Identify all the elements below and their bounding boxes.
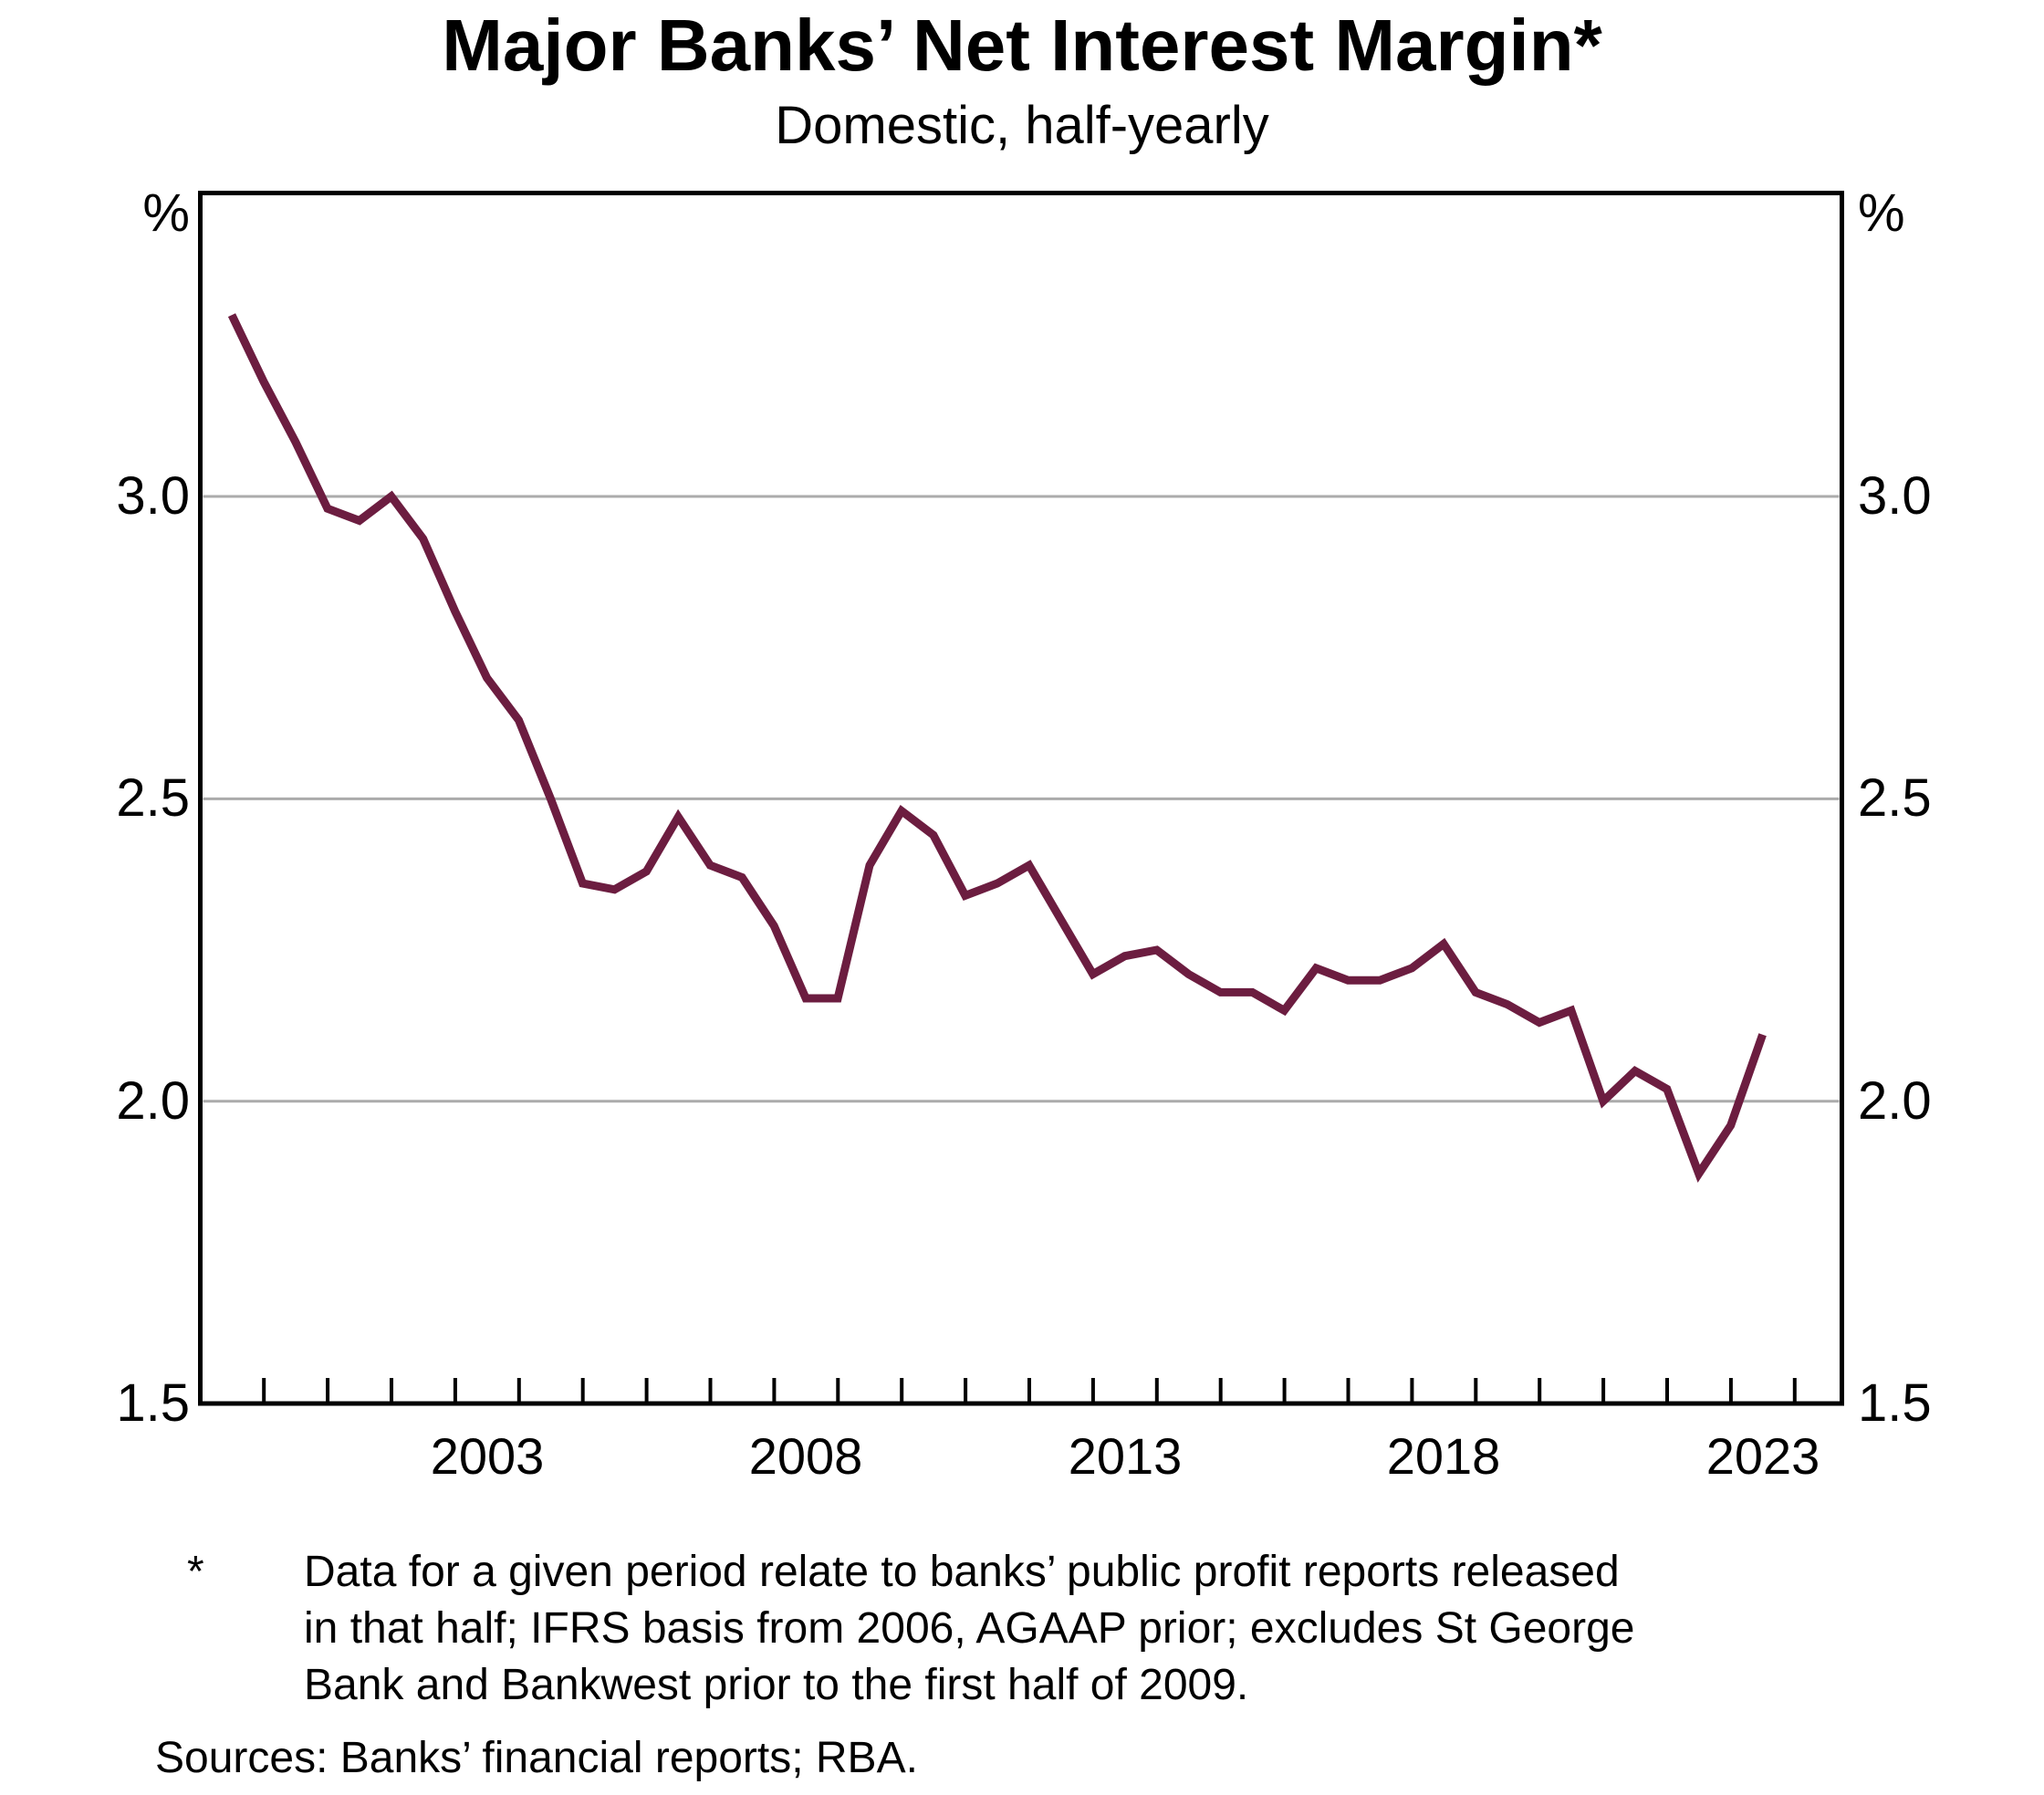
y-tick-label-right-1.5: 1.5: [1858, 1373, 1932, 1433]
y-tick-label-right-2.0: 2.0: [1858, 1071, 1932, 1131]
x-tick-label-2003: 2003: [430, 1427, 545, 1485]
y-tick-label-left-2.5: 2.5: [116, 768, 190, 828]
footnote: * Data for a given period relate to bank…: [187, 1544, 1635, 1714]
footnote-text: Data for a given period relate to banks’…: [304, 1544, 1635, 1714]
y-tick-label-left-3.0: 3.0: [116, 466, 190, 526]
x-tick-label-2018: 2018: [1386, 1427, 1501, 1485]
footnote-line-2: in that half; IFRS basis from 2006, AGAA…: [304, 1604, 1635, 1653]
footnote-asterisk: *: [187, 1548, 204, 1596]
y-tick-label-right-3.0: 3.0: [1858, 466, 1932, 526]
chart-title: Major Banks’ Net Interest Margin*: [442, 5, 1602, 86]
y-axis-unit-left: %: [142, 183, 190, 243]
chart-subtitle: Domestic, half-yearly: [775, 96, 1269, 155]
y-tick-label-left-2.0: 2.0: [116, 1071, 190, 1131]
x-tick-label-2023: 2023: [1705, 1427, 1820, 1485]
y-axis-unit-right: %: [1858, 183, 1905, 243]
y-tick-label-left-1.5: 1.5: [116, 1373, 190, 1433]
footnote-line-3: Bank and Bankwest prior to the first hal…: [304, 1661, 1249, 1709]
x-tick-label-2008: 2008: [748, 1427, 863, 1485]
x-tick-label-2013: 2013: [1068, 1427, 1183, 1485]
y-tick-label-right-2.5: 2.5: [1858, 768, 1932, 828]
sources-line: Sources: Banks’ financial reports; RBA.: [155, 1734, 918, 1782]
footnote-line-1: Data for a given period relate to banks’…: [304, 1548, 1620, 1596]
